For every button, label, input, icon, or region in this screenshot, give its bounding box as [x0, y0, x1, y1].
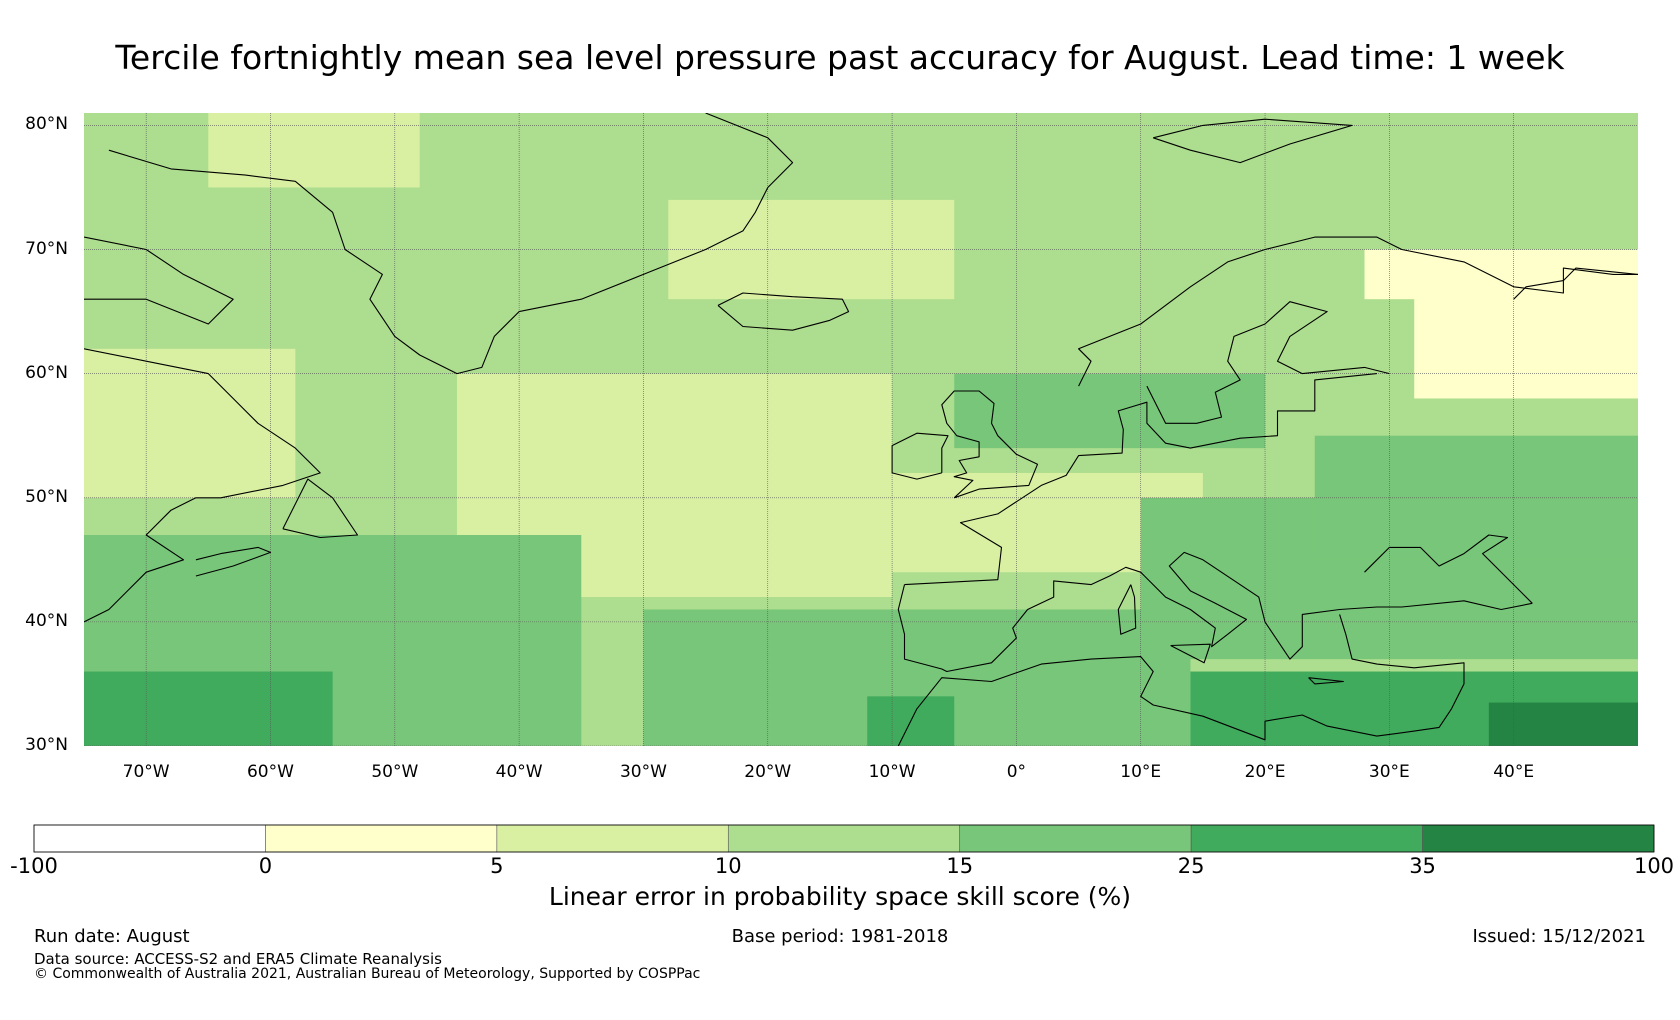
longitude-tick-label: 20°W — [744, 762, 792, 782]
colorbar-tick-label: 5 — [490, 854, 504, 878]
coastline-newfoundland — [282, 478, 359, 539]
longitude-tick-label: 50°W — [371, 762, 419, 782]
coastline-novaya-zemlya — [1513, 267, 1638, 300]
colorbar-label: Linear error in probability space skill … — [548, 882, 1132, 911]
coastline-ireland — [891, 432, 949, 480]
longitude-tick-label: 60°W — [246, 762, 294, 782]
colorbar-segment — [727, 824, 961, 853]
colorbar-tick-label: 10 — [714, 854, 742, 878]
coastline-black-sea-north — [1364, 534, 1533, 604]
coastline-iberia — [897, 551, 1533, 673]
longitude-tick-label: 10°E — [1120, 762, 1162, 782]
latitude-tick-label: 50°N — [25, 486, 68, 507]
data-source: Data source: ACCESS-S2 and ERA5 Climate … — [34, 950, 442, 968]
latitude-tick-label: 60°N — [25, 362, 68, 383]
field-region — [84, 671, 333, 746]
colorbar-tick-label: 100 — [1633, 854, 1675, 878]
longitude-tick-label: 20°E — [1244, 762, 1286, 782]
copyright: © Commonwealth of Australia 2021, Austra… — [34, 966, 701, 982]
coastline-great-britain — [941, 390, 1039, 499]
base-period: Base period: 1981-2018 — [731, 926, 949, 947]
longitude-tick-label: 10°W — [868, 762, 916, 782]
coastline-baffin — [84, 236, 234, 325]
latitude-tick-label: 80°N — [25, 114, 68, 135]
colorbar-frame — [33, 824, 1655, 853]
latitude-tick-label: 70°N — [25, 238, 68, 259]
coastline-europe-west — [904, 373, 1377, 586]
colorbar-tick-label: -100 — [10, 854, 58, 878]
map-title: Tercile fortnightly mean sea level press… — [115, 38, 1565, 77]
coastlines — [84, 113, 1638, 746]
colorbar-segment — [959, 824, 1192, 853]
longitude-tick-label: 70°W — [122, 762, 170, 782]
latitude-tick-label: 30°N — [25, 735, 68, 755]
longitude-tick-label: 30°E — [1368, 762, 1410, 782]
longitude-tick-label: 30°W — [619, 762, 667, 782]
latitude-tick-label: 40°N — [25, 610, 68, 631]
colorbar-segment — [496, 824, 729, 853]
skill-score-map — [84, 113, 1638, 746]
colorbar-segments — [33, 824, 1655, 853]
colorbar-tick-label: 25 — [1177, 854, 1205, 878]
coastline-north-africa — [897, 614, 1465, 746]
graticule — [84, 113, 1638, 746]
coastline-svalbard — [1153, 118, 1353, 164]
coastline-labrador — [84, 348, 321, 623]
run-date: Run date: August — [34, 926, 190, 947]
colorbar-tick-label: 0 — [258, 854, 273, 878]
coastline-iceland — [717, 292, 850, 331]
colorbar — [33, 824, 1655, 853]
coastline-crete-cyprus — [1308, 677, 1344, 685]
longitude-tick-label: 0° — [1006, 762, 1027, 782]
colorbar-tick-label: 35 — [1409, 854, 1436, 878]
colorbar-segment — [33, 824, 266, 853]
longitude-tick-label: 40°E — [1493, 762, 1535, 782]
coastline-sicily — [1170, 643, 1211, 664]
coastline-corsica-sardinia — [1117, 584, 1137, 635]
colorbar-tick-label: 15 — [946, 854, 974, 878]
longitude-tick-label: 40°W — [495, 762, 543, 782]
coastline-greenland — [108, 113, 794, 375]
field-region — [954, 373, 1266, 449]
issued-date: Issued: 15/12/2021 — [1472, 926, 1646, 947]
colorbar-segment — [1422, 824, 1655, 853]
colorbar-segment — [1190, 824, 1423, 853]
coastline-nova-scotia — [195, 546, 272, 577]
coastline-baltic-east — [1146, 301, 1390, 424]
colorbar-segment — [265, 824, 498, 853]
